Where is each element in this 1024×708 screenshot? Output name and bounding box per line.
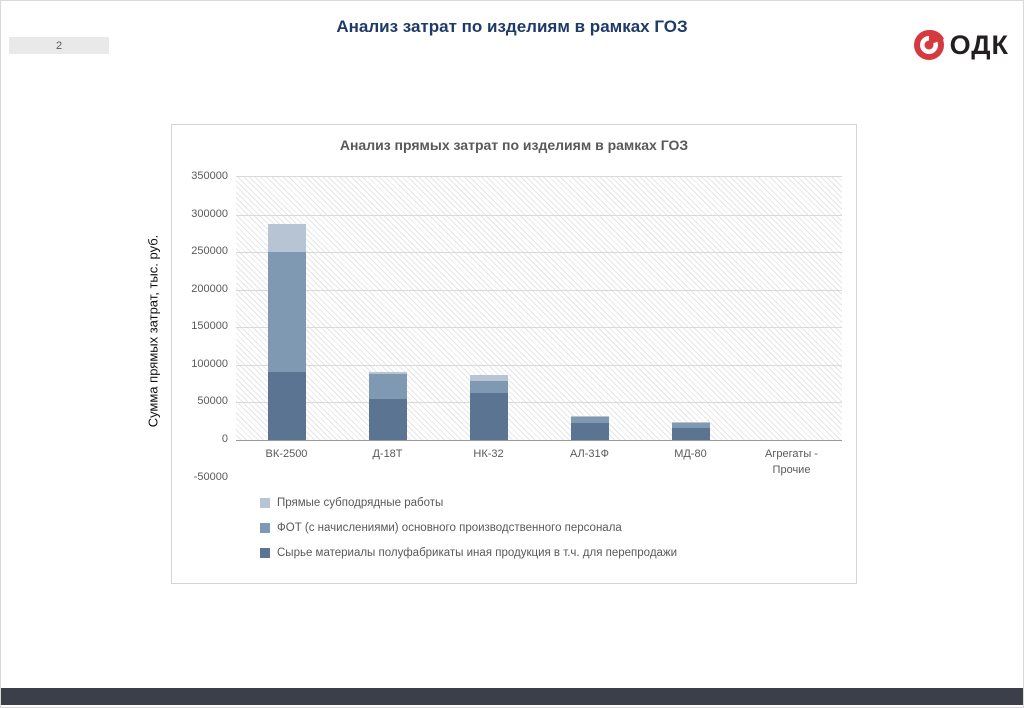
legend-row: Сырье материалы полуфабрикаты иная проду… [260, 547, 677, 559]
y-tick-label: 0 [221, 433, 228, 445]
bar-segment-ВК-2500-s2 [267, 223, 306, 253]
legend-swatch-icon [260, 548, 270, 558]
bar-segment-МД-80-s0 [671, 427, 710, 440]
page-number: 2 [55, 39, 63, 52]
gridline [236, 289, 842, 291]
y-tick-label: 200000 [191, 282, 228, 295]
legend-swatch-icon [260, 523, 270, 533]
y-tick-label: -50000 [193, 470, 228, 483]
bar-segment-НК-32-s0 [469, 393, 508, 440]
legend-label: ФОТ (с начислениями) основного производс… [277, 522, 622, 534]
plot-area [236, 176, 842, 441]
legend-row: Прямые субподрядные работы [260, 497, 677, 509]
legend-swatch-icon [260, 498, 270, 508]
y-tick-label: 250000 [191, 245, 228, 258]
legend-label: Прямые субподрядные работы [277, 497, 444, 509]
category-label: МД-80 [674, 448, 707, 460]
footer-bar [1, 688, 1023, 705]
category-label: АЛ-31Ф [569, 448, 610, 460]
bar-segment-Д-18Т-s2 [368, 372, 407, 374]
page-number-box: 2 [9, 37, 109, 54]
bar-segment-МД-80-s2 [671, 421, 710, 423]
y-tick-label: 100000 [191, 357, 228, 370]
category-label: ВК-2500 [265, 448, 308, 460]
y-tick-label: 50000 [197, 395, 228, 408]
company-logo: ОДК [911, 27, 1009, 63]
y-axis-label: Сумма прямых затрат, тыс. руб. [145, 234, 161, 428]
bar-segment-ВК-2500-s0 [267, 372, 306, 440]
category-label: НК-32 [473, 448, 504, 460]
slide-title: Анализ затрат по изделиям в рамках ГОЗ [336, 17, 688, 36]
gridline [236, 402, 842, 404]
chart-legend: Прямые субподрядные работы ФОТ (с начисле… [260, 497, 677, 559]
category-label: Агрегаты - Прочие [765, 448, 818, 476]
bar-segment-МД-80-s1 [671, 422, 710, 428]
bar-segment-ВК-2500-s1 [267, 252, 306, 373]
odk-swirl-icon [911, 27, 947, 63]
bar-segment-АЛ-31Ф-s0 [570, 423, 609, 440]
y-tick-label: 300000 [191, 207, 228, 220]
legend-label: Сырье материалы полуфабрикаты иная проду… [277, 547, 678, 559]
chart-title: Анализ прямых затрат по изделиям в рамка… [339, 137, 689, 153]
bar-segment-АЛ-31Ф-s1 [570, 417, 609, 424]
category-label: Д-18Т [372, 448, 403, 460]
bar-segment-АЛ-31Ф-s2 [570, 415, 609, 418]
chart-box: Анализ прямых затрат по изделиям в рамка… [171, 124, 857, 584]
y-tick-label: 350000 [191, 170, 228, 182]
bar-segment-Д-18Т-s1 [368, 373, 407, 399]
legend-row: ФОТ (с начислениями) основного производс… [260, 522, 677, 534]
bar-segment-Д-18Т-s0 [368, 398, 407, 440]
y-tick-label: 150000 [191, 320, 228, 333]
bar-segment-НК-32-s1 [469, 381, 508, 394]
bar-segment-НК-32-s2 [469, 374, 508, 382]
gridline [236, 364, 842, 366]
logo-text: ОДК [949, 29, 1009, 60]
gridline [236, 252, 842, 254]
gridline [236, 327, 842, 329]
gridline [236, 214, 842, 216]
